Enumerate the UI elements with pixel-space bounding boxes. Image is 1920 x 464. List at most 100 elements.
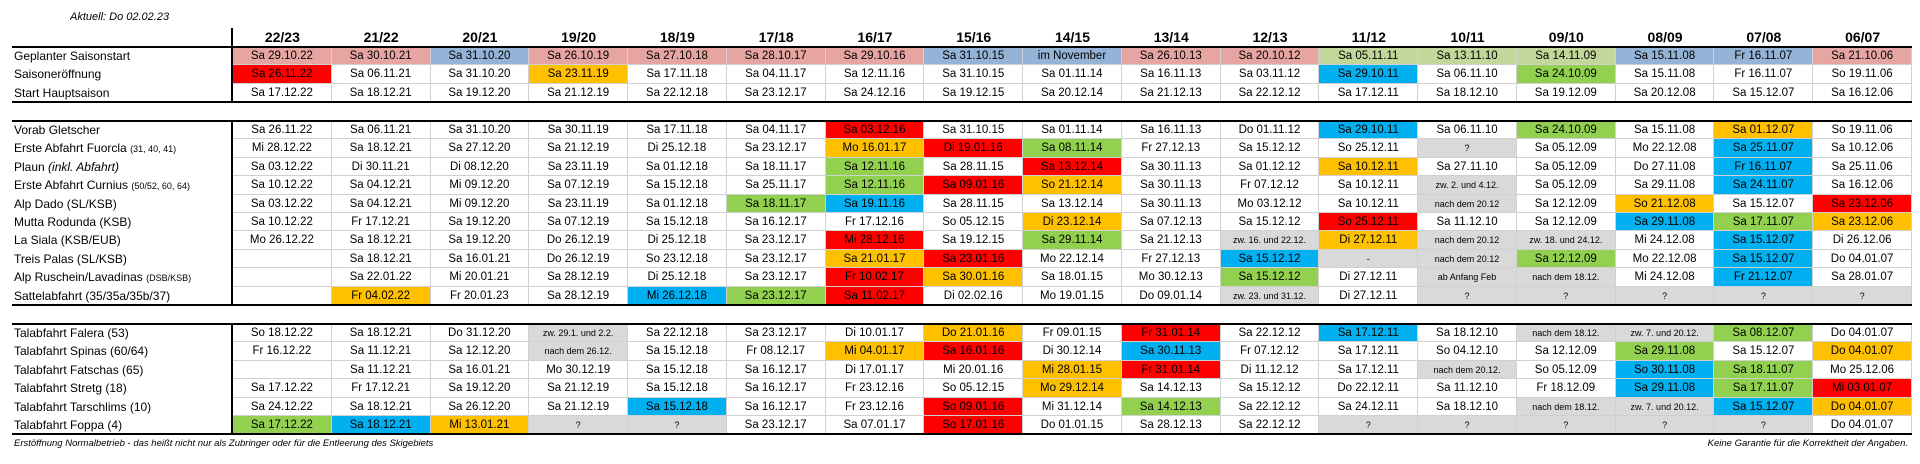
date-cell: Sa 24.12.11: [1319, 397, 1419, 416]
date-cell: Sa 15.12.07: [1714, 231, 1814, 250]
date-cell: im November: [1023, 47, 1122, 66]
date-cell: Sa 15.12.12: [1220, 249, 1320, 269]
column-header: 21/22: [363, 29, 399, 45]
date-cell: Di 27.12.11: [1319, 268, 1419, 287]
date-cell: ?: [1516, 416, 1616, 435]
date-cell: Fr 16.12.22: [233, 342, 332, 361]
date-cell: Sa 20.10.12: [1220, 47, 1320, 66]
date-cell: -: [1319, 249, 1419, 269]
date-cell: Mi 04.01.17: [825, 342, 925, 361]
date-cell: Sa 23.12.06: [1813, 213, 1912, 232]
date-cell: Sa 07.12.19: [529, 176, 629, 195]
date-cell: Do 26.12.19: [529, 231, 629, 250]
date-cell: Sa 07.12.19: [529, 213, 629, 232]
date-cell: Sa 05.12.09: [1516, 139, 1616, 158]
date-cell: Sa 29.11.14: [1023, 231, 1122, 250]
date-cell: ?: [1813, 286, 1912, 305]
date-cell: Sa 17.12.11: [1319, 360, 1419, 380]
date-cell: Sa 20.12.08: [1615, 83, 1715, 103]
date-cell: Sa 22.01.22: [331, 268, 431, 287]
column-header: 08/09: [1647, 29, 1683, 45]
date-cell: Sa 01.12.12: [1220, 157, 1320, 177]
date-cell: Di 26.12.06: [1813, 231, 1912, 250]
date-cell: Sa 30.11.13: [1121, 342, 1221, 361]
date-cell: So 04.12.10: [1418, 342, 1517, 361]
date-cell: Do 22.12.11: [1319, 379, 1419, 398]
date-cell: Do 27.11.08: [1615, 157, 1715, 177]
row-label: Erste Abfahrt Fuorcla (31, 40, 41): [0, 139, 233, 157]
date-cell: Sa 15.12.07: [1714, 397, 1814, 416]
date-cell: Di 08.12.20: [430, 157, 530, 177]
row-label: Vorab Gletscher: [0, 121, 233, 139]
date-cell: Sa 18.12.21: [331, 397, 431, 416]
date-cell: Sa 18.12.21: [331, 249, 431, 269]
date-cell: Sa 23.12.17: [726, 249, 826, 269]
date-cell: Mo 25.12.06: [1813, 360, 1912, 380]
date-cell: Sa 23.01.16: [924, 249, 1024, 269]
date-cell: Mi 20.01.16: [924, 360, 1024, 380]
date-cell: Sa 31.10.15: [924, 121, 1024, 140]
footer-disclaimer: Keine Garantie für die Korrektheit der A…: [1707, 438, 1908, 449]
row-label: Talabfahrt Falera (53): [0, 324, 233, 342]
date-cell: Mo 22.12.08: [1615, 249, 1715, 269]
row-label-text: Talabfahrt Fatschas (65): [14, 362, 144, 377]
date-cell: Do 01.01.15: [1023, 416, 1122, 435]
date-cell: Sa 10.12.11: [1319, 194, 1419, 213]
date-cell: Fr 27.12.13: [1121, 249, 1221, 269]
row-label: Start Hauptsaison: [0, 84, 233, 102]
date-cell: Sa 19.12.20: [430, 83, 530, 103]
date-cell: Sa 21.01.17: [825, 249, 925, 269]
date-cell: So 18.12.22: [233, 324, 332, 343]
date-cell: Sa 23.12.17: [726, 139, 826, 158]
date-cell: Sa 16.12.17: [726, 360, 826, 380]
date-cell: Di 19.01.16: [924, 139, 1024, 158]
date-cell: Sa 19.11.16: [825, 194, 925, 213]
date-cell: [233, 286, 332, 305]
date-cell: Fr 08.12.17: [726, 342, 826, 361]
date-cell: nach dem 20.12: [1418, 194, 1517, 213]
column-header: 10/11: [1450, 29, 1485, 45]
date-cell: Sa 15.12.12: [1220, 213, 1320, 232]
date-cell: Sa 10.12.22: [233, 213, 332, 232]
date-cell: Sa 29.11.08: [1615, 379, 1715, 398]
date-cell: Sa 16.11.13: [1121, 65, 1221, 84]
date-cell: Mo 19.01.15: [1023, 286, 1122, 305]
date-cell: Sa 15.11.08: [1615, 65, 1715, 84]
update-note: Aktuell: Do 02.02.23: [70, 11, 170, 23]
row-label-text: Alp Dado (SL/KSB): [14, 196, 117, 211]
row-label-note: (DSB/KSB): [146, 273, 192, 284]
date-cell: Sa 30.01.16: [924, 268, 1024, 287]
date-cell: Di 11.12.12: [1220, 360, 1320, 380]
row-label-text: Saisoneröffnung: [14, 67, 102, 82]
date-cell: Sa 24.10.09: [1516, 65, 1616, 84]
date-cell: Sa 15.11.08: [1615, 121, 1715, 140]
date-cell: Sa 17.12.22: [233, 379, 332, 398]
date-cell: Sa 15.12.07: [1714, 194, 1814, 213]
column-header: 11/12: [1351, 29, 1386, 45]
row-label-text: Mutta Rodunda (KSB): [14, 215, 132, 229]
column-header: 13/14: [1153, 29, 1189, 45]
date-cell: So 19.11.06: [1813, 65, 1912, 84]
date-cell: Sa 10.12.11: [1319, 176, 1419, 195]
date-cell: Di 30.11.21: [331, 157, 431, 177]
date-cell: Sa 12.11.16: [825, 65, 925, 84]
date-cell: Sa 03.11.12: [1220, 65, 1320, 84]
date-cell: Sa 21.12.19: [529, 379, 629, 398]
date-cell: ?: [1516, 286, 1616, 305]
date-cell: Sa 27.10.18: [628, 47, 727, 66]
date-cell: Sa 21.12.19: [529, 139, 629, 158]
row-label-text: Talabfahrt Stretg (18): [14, 381, 127, 396]
date-cell: Sa 22.12.18: [628, 83, 727, 103]
date-cell: Sa 26.10.13: [1121, 47, 1221, 66]
column-header: 17/18: [758, 29, 794, 45]
group-divider: [231, 121, 233, 305]
date-cell: zw. 16. und 22.12.: [1220, 231, 1320, 250]
date-cell: Sa 22.12.12: [1220, 416, 1320, 435]
date-cell: So 21.12.14: [1023, 176, 1122, 195]
date-cell: Sa 16.01.21: [430, 249, 530, 269]
date-cell: Sa 19.12.15: [924, 231, 1024, 250]
date-cell: Sa 08.12.07: [1714, 324, 1814, 343]
row-label-text: Talabfahrt Foppa (4): [14, 418, 123, 432]
date-cell: Sa 17.12.11: [1319, 324, 1419, 343]
date-cell: Fr 17.12.16: [825, 213, 925, 232]
